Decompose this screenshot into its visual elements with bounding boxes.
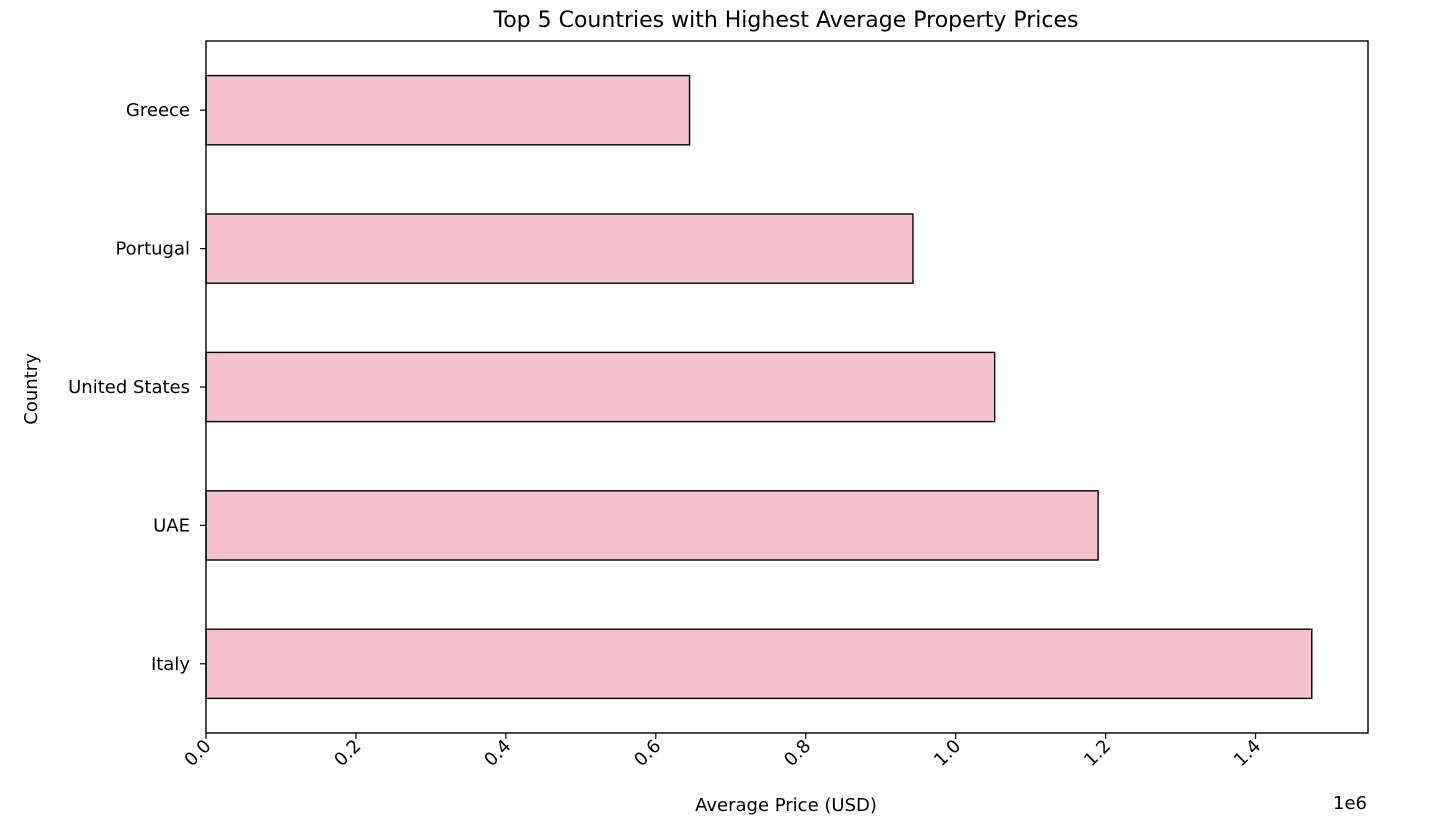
chart-title: Top 5 Countries with Highest Average Pro…	[493, 8, 1079, 33]
x-tick-label: 1.2	[1080, 736, 1115, 771]
x-tick-label: 1.4	[1230, 736, 1265, 771]
y-tick-label: Portugal	[115, 239, 190, 260]
y-tick-label: Italy	[151, 654, 190, 675]
x-axis-offset-label: 1e6	[1333, 793, 1367, 814]
x-tick-label: 1.0	[930, 736, 965, 771]
bars-layer	[205, 74, 1313, 700]
y-tick-label: United States	[68, 377, 190, 398]
bar-united-states	[205, 351, 996, 423]
bar-italy	[205, 628, 1313, 700]
y-tick-label: UAE	[153, 515, 190, 536]
x-axis-ticks: 0.0 0.2 0.4 0.6 0.8 1.0 1.2 1.4	[180, 733, 1265, 771]
x-tick-label: 0.8	[780, 736, 815, 771]
x-axis-label: Average Price (USD)	[695, 795, 877, 816]
bar-uae	[205, 490, 1099, 561]
y-axis-label: Country	[21, 353, 42, 425]
x-tick-label: 0.4	[480, 736, 515, 771]
bar-greece	[205, 74, 691, 146]
x-tick-label: 0.0	[180, 736, 215, 771]
x-tick-label: 0.6	[630, 736, 665, 771]
x-tick-label: 0.2	[330, 736, 365, 771]
y-tick-label: Greece	[126, 100, 190, 121]
bar-portugal	[205, 213, 914, 284]
y-axis-ticks: Italy UAE United States Portugal Greece	[68, 100, 206, 675]
